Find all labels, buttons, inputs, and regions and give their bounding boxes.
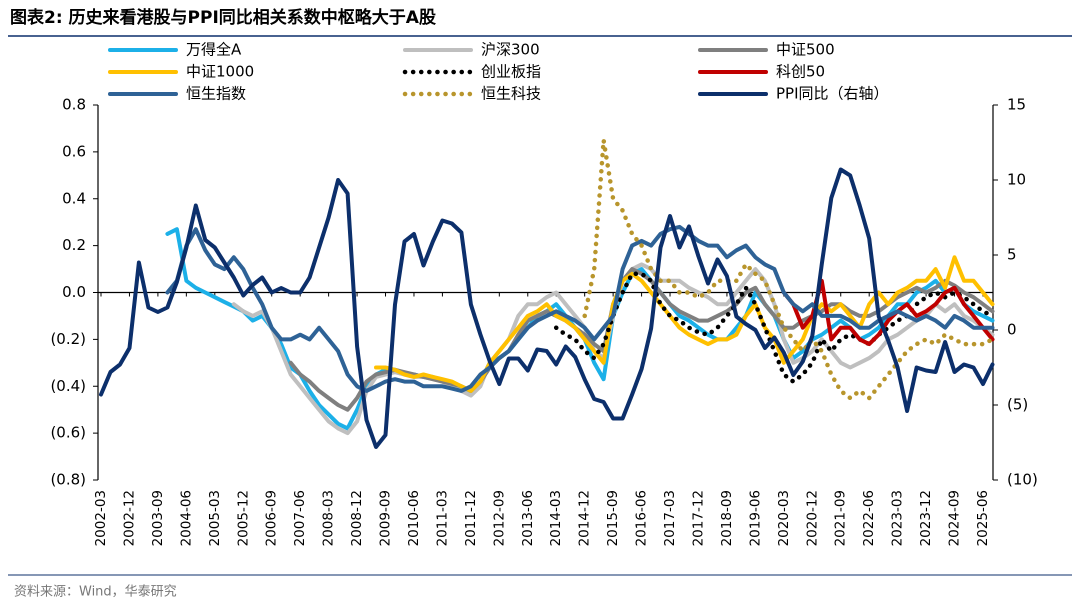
x-tick-label: 2021-09 xyxy=(833,490,849,546)
x-tick-label: 2009-09 xyxy=(378,490,394,546)
x-tick-label: 2017-03 xyxy=(662,490,678,546)
x-tick-label: 2013-06 xyxy=(520,490,536,546)
y-tick-label: 0.8 xyxy=(62,96,86,114)
source-note: 资料来源：Wind，华泰研究 xyxy=(14,585,177,600)
series-line xyxy=(582,137,995,401)
x-tick-label: 2008-03 xyxy=(321,490,337,546)
series-line xyxy=(374,255,995,393)
series-line xyxy=(165,224,995,393)
series-line xyxy=(288,267,995,412)
x-tick-label: 2002-03 xyxy=(93,490,109,546)
y-tick-label: (0.4) xyxy=(50,377,86,395)
x-tick-label: 2024-09 xyxy=(947,490,963,546)
legend-label: 创业板指 xyxy=(481,63,541,81)
legend-label: 恒生指数 xyxy=(186,85,246,103)
y2-tick-label: 0 xyxy=(1007,321,1017,339)
x-tick-label: 2004-06 xyxy=(178,490,194,546)
series-line xyxy=(99,167,995,449)
y2-tick-label: (5) xyxy=(1007,396,1028,414)
legend-label: 沪深300 xyxy=(481,41,540,59)
x-tick-label: 2018-09 xyxy=(719,490,735,546)
x-tick-label: 2020-12 xyxy=(804,490,820,546)
x-tick-label: 2017-12 xyxy=(690,490,706,546)
x-tick-label: 2016-06 xyxy=(634,490,650,546)
x-tick-label: 2025-06 xyxy=(975,490,991,546)
x-tick-label: 2012-09 xyxy=(491,490,507,546)
y-tick-label: (0.2) xyxy=(50,330,86,348)
x-tick-label: 2015-09 xyxy=(605,490,621,546)
legend-label: 万得全A xyxy=(186,41,242,59)
x-tick-label: 2014-12 xyxy=(577,490,593,546)
legend-label: 科创50 xyxy=(776,63,825,81)
x-tick-label: 2023-03 xyxy=(890,490,906,546)
x-tick-label: 2019-06 xyxy=(747,490,763,546)
x-tick-label: 2002-12 xyxy=(121,490,137,546)
x-tick-label: 2008-12 xyxy=(349,490,365,546)
legend-label: 中证1000 xyxy=(186,63,254,81)
x-tick-label: 2007-06 xyxy=(292,490,308,546)
x-tick-label: 2020-03 xyxy=(776,490,792,546)
y2-tick-label: 10 xyxy=(1007,171,1026,189)
x-tick-label: 2023-12 xyxy=(918,490,934,546)
y-tick-label: 0.4 xyxy=(62,189,86,207)
y-tick-label: 0.2 xyxy=(62,236,86,254)
y-tick-label: (0.8) xyxy=(50,471,86,489)
y-tick-label: 0.6 xyxy=(62,142,86,160)
chart-title: 图表2: 历史来看港股与PPI同比相关系数中枢略大于A股 xyxy=(10,7,436,28)
y2-tick-label: 5 xyxy=(1007,246,1017,264)
x-tick-label: 2011-12 xyxy=(463,490,479,546)
x-tick-label: 2003-09 xyxy=(150,490,166,546)
legend-label: 恒生科技 xyxy=(481,85,541,103)
y2-tick-label: (10) xyxy=(1007,471,1038,489)
y2-tick-label: 15 xyxy=(1007,96,1026,114)
x-tick-label: 2014-03 xyxy=(548,490,564,546)
legend-label: PPI同比（右轴） xyxy=(776,85,889,103)
legend-label: 中证500 xyxy=(776,41,835,59)
x-tick-label: 2011-03 xyxy=(434,490,450,546)
y-tick-label: (0.6) xyxy=(50,424,86,442)
x-tick-label: 2005-03 xyxy=(207,490,223,546)
x-tick-label: 2006-09 xyxy=(264,490,280,546)
x-tick-label: 2010-06 xyxy=(406,490,422,546)
y-tick-label: 0.0 xyxy=(62,283,86,301)
x-tick-label: 2005-12 xyxy=(235,490,251,546)
x-tick-label: 2022-06 xyxy=(861,490,877,546)
